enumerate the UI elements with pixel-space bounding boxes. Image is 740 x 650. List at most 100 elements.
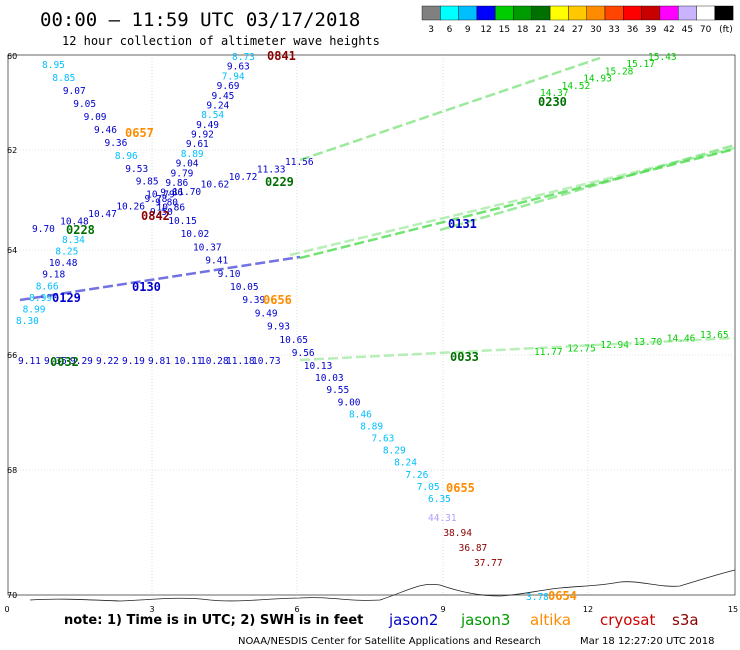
track-value: 8.99 xyxy=(29,293,52,304)
track-value: 9.24 xyxy=(206,100,229,111)
legend-swatch xyxy=(678,5,697,21)
track-value: 38.94 xyxy=(443,528,472,539)
longitude-label: 12 xyxy=(583,605,593,614)
satellite-name: s3a xyxy=(672,611,699,629)
legend-label: 30 xyxy=(590,25,602,35)
track-value: 9.78 xyxy=(144,194,167,205)
map-frame xyxy=(7,54,736,596)
track-value: 15.28 xyxy=(605,66,634,77)
track-value: 7.26 xyxy=(405,470,428,481)
track-value: 37.77 xyxy=(474,558,503,569)
footer-note: note: 1) Time is in UTC; 2) SWH is in fe… xyxy=(64,613,363,628)
legend-swatch xyxy=(440,5,459,21)
track-value: 9.11 xyxy=(18,356,41,367)
dense-track-lines xyxy=(19,56,736,362)
latitude-label: 64 xyxy=(7,246,17,255)
track-value: 8.30 xyxy=(16,316,39,327)
track-value: 8.99 xyxy=(23,304,46,315)
legend-label: 33 xyxy=(608,25,619,35)
track-value: 8.85 xyxy=(52,73,75,84)
track-value: 10.65 xyxy=(279,335,308,346)
latitude-label: 66 xyxy=(7,351,17,360)
track-value: 9.86 xyxy=(165,178,188,189)
track-value: 9.49 xyxy=(255,308,278,319)
track-value: 8.89 xyxy=(181,149,204,160)
track-value: 14.37 xyxy=(540,88,569,99)
satellite-name: jason2 xyxy=(388,611,438,629)
latitude-label: 62 xyxy=(7,146,17,155)
track-value: 8.73 xyxy=(232,52,255,63)
track-value: 7.63 xyxy=(372,434,395,445)
legend-swatch xyxy=(586,5,606,21)
track-value: 9.10 xyxy=(218,269,241,280)
longitude-label: 6 xyxy=(294,605,299,614)
legend-swatch xyxy=(696,5,715,21)
legend-swatch xyxy=(623,5,642,21)
legend-label: 70 xyxy=(700,25,712,35)
legend-label: 3 xyxy=(428,25,434,35)
track-value: 10.48 xyxy=(49,258,78,269)
track-value: 13.70 xyxy=(634,337,663,348)
map-subtitle: 12 hour collection of altimeter wave hei… xyxy=(62,34,380,48)
latitude-label: 60 xyxy=(7,52,17,61)
track-value: 14.46 xyxy=(667,333,696,344)
track-value: 9.09 xyxy=(84,112,107,123)
track-value: 7.94 xyxy=(222,71,245,82)
track-value: 14.52 xyxy=(562,81,591,92)
track-value: 9.55 xyxy=(326,385,349,396)
pass-time-label: 0129 xyxy=(52,291,81,305)
track-value: 10.37 xyxy=(193,242,222,253)
track-value: 9.46 xyxy=(94,125,117,136)
track-value: 9.86 xyxy=(160,188,183,199)
track-value: 12.75 xyxy=(567,344,596,355)
track-value: 8.96 xyxy=(115,151,138,162)
legend-label: 9 xyxy=(465,25,471,35)
track-value: 8.46 xyxy=(349,409,372,420)
track-value: 10.13 xyxy=(304,361,333,372)
legend-label: 21 xyxy=(535,25,546,35)
legend-swatch xyxy=(513,5,532,21)
legend-label: 18 xyxy=(517,25,529,35)
legend-swatch xyxy=(568,5,587,21)
track-value: 9.04 xyxy=(176,159,199,170)
latitude-labels: 60 62 64 66 68 70 xyxy=(7,52,17,600)
pass-time-label: 0032 xyxy=(50,355,79,369)
track-value: 15.43 xyxy=(648,52,677,63)
coastline xyxy=(29,569,736,602)
track-value: 9.92 xyxy=(191,130,214,141)
track-value: 13.65 xyxy=(700,330,729,341)
latitude-label: 70 xyxy=(7,591,17,600)
track-value: 9.49 xyxy=(196,120,219,131)
track-value: 11.18 xyxy=(226,356,255,367)
legend-swatch xyxy=(476,5,496,21)
track-value: 9.35 xyxy=(44,356,67,367)
track-value: 8.89 xyxy=(360,421,383,432)
pass-time-label: 0657 xyxy=(125,126,154,140)
pass-time-label: 0130 xyxy=(132,280,161,294)
track-value: 9.19 xyxy=(122,356,145,367)
pass-time-label: 0229 xyxy=(265,175,294,189)
pass-time-label: 0654 xyxy=(548,589,577,603)
footer-credit: NOAA/NESDIS Center for Satellite Applica… xyxy=(238,636,541,647)
track-value: 10.03 xyxy=(315,373,344,384)
track-value: 36.87 xyxy=(459,543,488,554)
track-value: 10.02 xyxy=(181,229,210,240)
track-value: 9.69 xyxy=(217,81,240,92)
legend-label: 12 xyxy=(480,25,491,35)
track-value: 9.45 xyxy=(212,91,235,102)
legend-label: 42 xyxy=(663,25,674,35)
track-value: 9.07 xyxy=(63,86,86,97)
legend-swatch xyxy=(659,5,679,21)
track-value: 9.93 xyxy=(267,322,290,333)
longitude-label: 15 xyxy=(728,605,738,614)
track-value: 11.77 xyxy=(534,347,563,358)
track-value: 11.70 xyxy=(173,187,202,198)
longitude-label: 0 xyxy=(4,605,9,614)
track-value: 9.63 xyxy=(227,62,250,73)
track-value: 9.18 xyxy=(42,270,65,281)
track-value: 9.29 xyxy=(70,356,93,367)
track-value: 9.53 xyxy=(125,164,148,175)
track-value: 6.35 xyxy=(428,494,451,505)
track-value: 9.56 xyxy=(292,348,315,359)
legend-label: (ft) xyxy=(719,25,733,35)
